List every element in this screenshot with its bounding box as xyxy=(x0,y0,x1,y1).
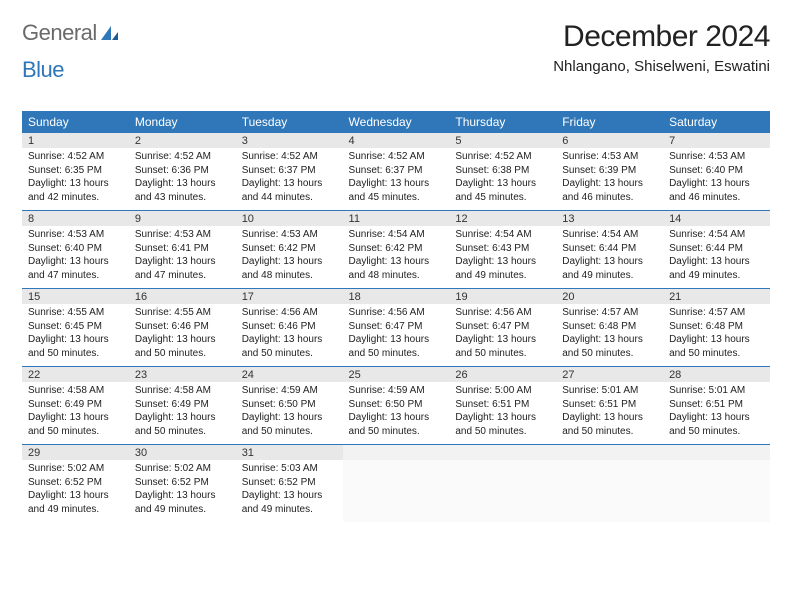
day-detail-row: Sunrise: 4:55 AMSunset: 6:45 PMDaylight:… xyxy=(22,304,770,367)
empty-cell xyxy=(663,460,770,522)
day-header: Monday xyxy=(129,111,236,133)
day-cell: Sunrise: 4:56 AMSunset: 6:47 PMDaylight:… xyxy=(343,304,450,367)
empty-cell xyxy=(343,445,450,460)
day-number: 18 xyxy=(343,289,450,304)
month-title: December 2024 xyxy=(553,20,770,54)
day-number-row: 891011121314 xyxy=(22,211,770,226)
day-number: 30 xyxy=(129,445,236,460)
day-cell: Sunrise: 4:56 AMSunset: 6:46 PMDaylight:… xyxy=(236,304,343,367)
day-number: 10 xyxy=(236,211,343,226)
day-number: 17 xyxy=(236,289,343,304)
day-cell: Sunrise: 4:54 AMSunset: 6:44 PMDaylight:… xyxy=(663,226,770,289)
day-number: 6 xyxy=(556,133,663,148)
day-cell: Sunrise: 4:53 AMSunset: 6:42 PMDaylight:… xyxy=(236,226,343,289)
empty-cell xyxy=(449,460,556,522)
day-number-row: 293031 xyxy=(22,445,770,460)
day-header: Tuesday xyxy=(236,111,343,133)
day-cell: Sunrise: 4:52 AMSunset: 6:37 PMDaylight:… xyxy=(236,148,343,211)
day-cell: Sunrise: 4:55 AMSunset: 6:45 PMDaylight:… xyxy=(22,304,129,367)
day-detail-row: Sunrise: 4:53 AMSunset: 6:40 PMDaylight:… xyxy=(22,226,770,289)
day-number: 9 xyxy=(129,211,236,226)
day-cell: Sunrise: 4:59 AMSunset: 6:50 PMDaylight:… xyxy=(343,382,450,445)
day-number: 19 xyxy=(449,289,556,304)
day-number: 25 xyxy=(343,367,450,382)
day-number: 31 xyxy=(236,445,343,460)
day-header: Wednesday xyxy=(343,111,450,133)
logo-word1: General xyxy=(22,20,97,46)
day-number: 16 xyxy=(129,289,236,304)
day-cell: Sunrise: 4:57 AMSunset: 6:48 PMDaylight:… xyxy=(556,304,663,367)
day-cell: Sunrise: 4:58 AMSunset: 6:49 PMDaylight:… xyxy=(129,382,236,445)
day-cell: Sunrise: 4:56 AMSunset: 6:47 PMDaylight:… xyxy=(449,304,556,367)
day-cell: Sunrise: 4:59 AMSunset: 6:50 PMDaylight:… xyxy=(236,382,343,445)
day-cell: Sunrise: 5:02 AMSunset: 6:52 PMDaylight:… xyxy=(129,460,236,522)
day-header: Saturday xyxy=(663,111,770,133)
day-detail-row: Sunrise: 5:02 AMSunset: 6:52 PMDaylight:… xyxy=(22,460,770,522)
day-cell: Sunrise: 5:00 AMSunset: 6:51 PMDaylight:… xyxy=(449,382,556,445)
day-header: Friday xyxy=(556,111,663,133)
calendar-page: General December 2024 Nhlangano, Shiselw… xyxy=(0,0,792,542)
day-cell: Sunrise: 4:53 AMSunset: 6:41 PMDaylight:… xyxy=(129,226,236,289)
day-cell: Sunrise: 4:53 AMSunset: 6:39 PMDaylight:… xyxy=(556,148,663,211)
empty-cell xyxy=(343,460,450,522)
day-number: 20 xyxy=(556,289,663,304)
day-number: 11 xyxy=(343,211,450,226)
day-number: 4 xyxy=(343,133,450,148)
day-number: 2 xyxy=(129,133,236,148)
day-number: 3 xyxy=(236,133,343,148)
day-number: 8 xyxy=(22,211,129,226)
empty-cell xyxy=(449,445,556,460)
day-cell: Sunrise: 4:58 AMSunset: 6:49 PMDaylight:… xyxy=(22,382,129,445)
day-number-row: 15161718192021 xyxy=(22,289,770,304)
day-number: 13 xyxy=(556,211,663,226)
day-cell: Sunrise: 4:53 AMSunset: 6:40 PMDaylight:… xyxy=(22,226,129,289)
day-number: 23 xyxy=(129,367,236,382)
day-cell: Sunrise: 4:55 AMSunset: 6:46 PMDaylight:… xyxy=(129,304,236,367)
day-cell: Sunrise: 4:53 AMSunset: 6:40 PMDaylight:… xyxy=(663,148,770,211)
day-number: 14 xyxy=(663,211,770,226)
day-number: 26 xyxy=(449,367,556,382)
day-number: 24 xyxy=(236,367,343,382)
day-cell: Sunrise: 4:54 AMSunset: 6:43 PMDaylight:… xyxy=(449,226,556,289)
day-cell: Sunrise: 4:52 AMSunset: 6:38 PMDaylight:… xyxy=(449,148,556,211)
day-cell: Sunrise: 5:01 AMSunset: 6:51 PMDaylight:… xyxy=(556,382,663,445)
day-cell: Sunrise: 4:57 AMSunset: 6:48 PMDaylight:… xyxy=(663,304,770,367)
day-cell: Sunrise: 5:03 AMSunset: 6:52 PMDaylight:… xyxy=(236,460,343,522)
day-number: 21 xyxy=(663,289,770,304)
day-cell: Sunrise: 4:52 AMSunset: 6:36 PMDaylight:… xyxy=(129,148,236,211)
logo-word2: Blue xyxy=(22,57,64,83)
day-number: 29 xyxy=(22,445,129,460)
logo: General xyxy=(22,20,119,46)
day-detail-row: Sunrise: 4:52 AMSunset: 6:35 PMDaylight:… xyxy=(22,148,770,211)
day-cell: Sunrise: 4:52 AMSunset: 6:37 PMDaylight:… xyxy=(343,148,450,211)
day-number: 27 xyxy=(556,367,663,382)
calendar-table: SundayMondayTuesdayWednesdayThursdayFrid… xyxy=(22,111,770,522)
day-number: 12 xyxy=(449,211,556,226)
sail-icon xyxy=(99,24,119,42)
day-cell: Sunrise: 4:52 AMSunset: 6:35 PMDaylight:… xyxy=(22,148,129,211)
day-header: Sunday xyxy=(22,111,129,133)
day-number-row: 22232425262728 xyxy=(22,367,770,382)
day-number: 15 xyxy=(22,289,129,304)
day-number: 5 xyxy=(449,133,556,148)
day-number-row: 1234567 xyxy=(22,133,770,148)
day-number: 22 xyxy=(22,367,129,382)
day-detail-row: Sunrise: 4:58 AMSunset: 6:49 PMDaylight:… xyxy=(22,382,770,445)
empty-cell xyxy=(663,445,770,460)
day-cell: Sunrise: 5:02 AMSunset: 6:52 PMDaylight:… xyxy=(22,460,129,522)
day-number: 28 xyxy=(663,367,770,382)
day-number: 7 xyxy=(663,133,770,148)
day-number: 1 xyxy=(22,133,129,148)
empty-cell xyxy=(556,445,663,460)
empty-cell xyxy=(556,460,663,522)
day-cell: Sunrise: 4:54 AMSunset: 6:42 PMDaylight:… xyxy=(343,226,450,289)
day-cell: Sunrise: 4:54 AMSunset: 6:44 PMDaylight:… xyxy=(556,226,663,289)
day-header-row: SundayMondayTuesdayWednesdayThursdayFrid… xyxy=(22,111,770,133)
day-header: Thursday xyxy=(449,111,556,133)
day-cell: Sunrise: 5:01 AMSunset: 6:51 PMDaylight:… xyxy=(663,382,770,445)
